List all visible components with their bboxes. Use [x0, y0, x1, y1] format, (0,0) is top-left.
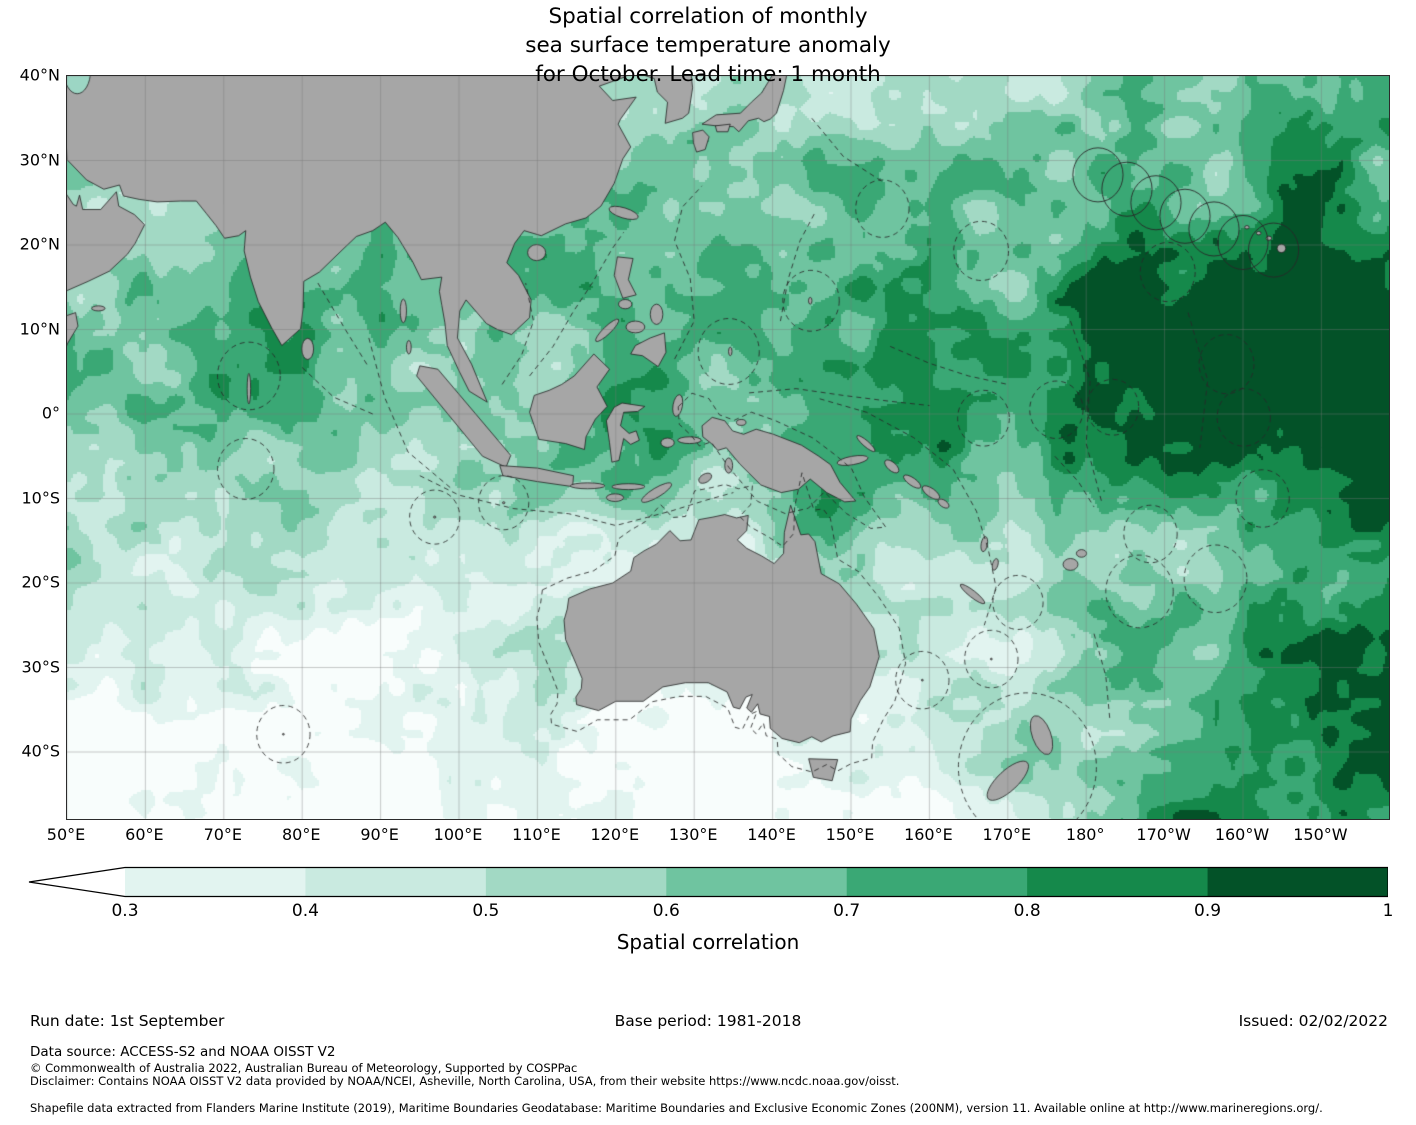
lat-tick-label: 40°S	[21, 741, 60, 761]
lon-tick-label: 150°E	[825, 825, 875, 844]
colorbar-tick-label: 0.8	[1013, 901, 1041, 921]
colorbar-segment	[846, 867, 1028, 897]
colorbar-tick-label: 0.4	[291, 901, 319, 921]
lat-tick-label: 20°S	[21, 572, 60, 592]
map-canvas	[66, 75, 1390, 820]
lon-tick-label: 150°W	[1293, 825, 1348, 844]
chart-title-line2: sea surface temperature anomaly	[525, 33, 891, 58]
chart-title-line3: for October. Lead time: 1 month	[535, 62, 881, 87]
lat-tick-label: 10°N	[19, 319, 60, 338]
lon-tick-label: 50°E	[46, 825, 86, 844]
lon-tick-label: 160°E	[904, 825, 953, 844]
colorbar-tick-label: 1	[1382, 901, 1394, 921]
lon-tick-label: 100°E	[433, 825, 483, 844]
lon-tick-label: 160°W	[1214, 825, 1270, 844]
lat-tick-label: 10°S	[21, 488, 60, 507]
lon-tick-label: 170°E	[982, 825, 1032, 844]
colorbar-tick-label: 0.6	[652, 901, 680, 921]
colorbar-segment	[305, 867, 487, 897]
colorbar-segment	[125, 867, 307, 897]
lat-tick-label: 20°N	[19, 234, 60, 254]
lon-tick-label: 110°E	[512, 825, 561, 844]
lon-tick-label: 90°E	[360, 825, 399, 844]
lon-tick-label: 70°E	[203, 825, 243, 844]
lon-tick-label: 180°	[1065, 825, 1105, 844]
colorbar-tick-label: 0.3	[111, 901, 139, 921]
lat-tick-label: 30°S	[21, 657, 60, 676]
data-source-text: Data source: ACCESS-S2 and NOAA OISST V2	[30, 1044, 336, 1060]
lon-tick-label: 130°E	[668, 825, 718, 844]
lon-tick-label: 80°E	[281, 825, 321, 844]
colorbar-under-arrow	[29, 867, 125, 897]
copyright-text: © Commonwealth of Australia 2022, Austra…	[30, 1061, 578, 1075]
colorbar	[28, 866, 1389, 898]
lat-tick-label: 0°	[41, 403, 60, 423]
colorbar-tick-label: 0.7	[833, 901, 861, 921]
chart-title-line1: Spatial correlation of monthly	[548, 4, 868, 29]
shapefile-note-text: Shapefile data extracted from Flanders M…	[30, 1101, 1323, 1115]
lat-tick-label: 40°N	[19, 65, 60, 85]
run-date-text: Run date: 1st September	[30, 1012, 225, 1030]
lat-tick-label: 30°N	[19, 150, 60, 169]
issued-text: Issued: 02/02/2022	[1238, 1012, 1388, 1030]
colorbar-tick-label: 0.5	[472, 901, 500, 921]
colorbar-segment	[485, 867, 667, 897]
disclaimer-text: Disclaimer: Contains NOAA OISST V2 data …	[30, 1074, 900, 1088]
colorbar-svg	[28, 866, 1389, 898]
chart-title: Spatial correlation of monthly sea surfa…	[0, 2, 1416, 89]
base-period-text: Base period: 1981-2018	[614, 1012, 802, 1030]
lon-tick-label: 140°E	[747, 825, 796, 844]
colorbar-segment	[1207, 867, 1389, 897]
colorbar-tick-label: 0.9	[1194, 901, 1222, 921]
colorbar-label: Spatial correlation	[616, 930, 800, 954]
lon-tick-label: 170°W	[1136, 825, 1191, 844]
colorbar-segment	[1027, 867, 1209, 897]
colorbar-segment	[666, 867, 848, 897]
lon-tick-label: 60°E	[125, 825, 164, 844]
lon-tick-label: 120°E	[590, 825, 640, 844]
